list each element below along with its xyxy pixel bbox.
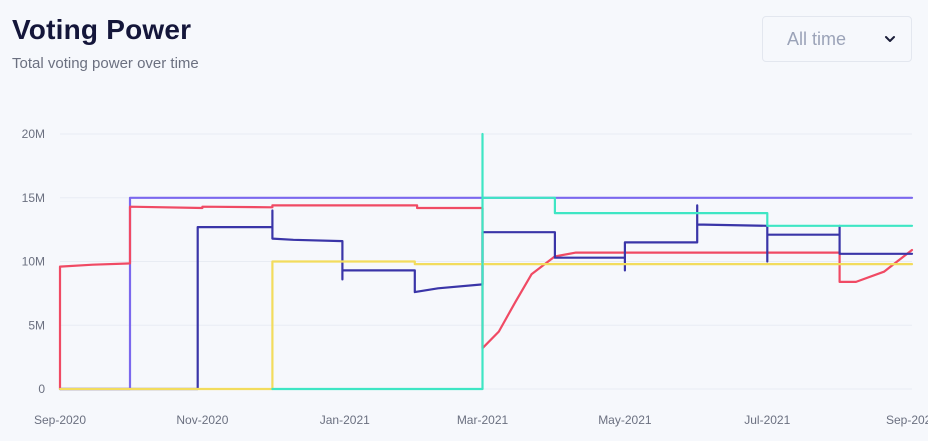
- chevron-down-icon: [883, 32, 897, 46]
- time-range-value: All time: [787, 29, 847, 49]
- series-line-5: [271, 132, 914, 391]
- x-tick-label: Jul-2021: [744, 413, 790, 427]
- time-range-select[interactable]: All time: [762, 16, 912, 62]
- x-tick-label: Nov-2020: [176, 413, 228, 427]
- series-line-4: [58, 260, 914, 391]
- series-line-3: [58, 204, 914, 391]
- y-tick-label: 0: [38, 382, 45, 396]
- y-tick-label: 10M: [22, 255, 45, 269]
- y-tick-label: 5M: [28, 318, 45, 332]
- y-tick-label: 20M: [22, 127, 45, 141]
- page-title: Voting Power: [12, 14, 192, 45]
- page-subtitle: Total voting power over time: [12, 55, 199, 72]
- x-tick-label: May-2021: [598, 413, 652, 427]
- y-tick-label: 15M: [22, 191, 45, 205]
- x-tick-label: Sep-2020: [34, 413, 86, 427]
- x-tick-label: Sep-2021: [886, 413, 928, 427]
- x-tick-label: Mar-2021: [457, 413, 509, 427]
- x-tick-label: Jan-2021: [320, 413, 370, 427]
